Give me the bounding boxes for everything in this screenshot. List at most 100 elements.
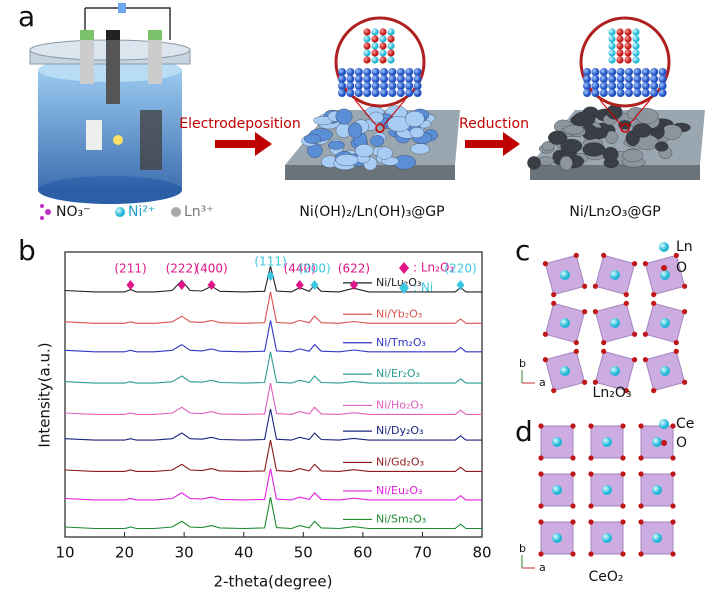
particle xyxy=(654,141,669,152)
plot-frame xyxy=(64,251,483,538)
cation xyxy=(602,533,612,543)
cation xyxy=(602,437,612,447)
atom xyxy=(608,75,617,83)
atom xyxy=(346,82,355,90)
atom xyxy=(379,28,387,36)
atom xyxy=(658,75,667,83)
atom xyxy=(371,89,380,97)
atom xyxy=(363,42,371,50)
product-label: Ni(OH)₂/Ln(OH)₃@GP xyxy=(299,204,444,220)
atom xyxy=(632,42,640,50)
oxygen xyxy=(538,455,544,461)
atom xyxy=(608,68,617,76)
oxygen xyxy=(601,339,607,346)
peak-marker xyxy=(207,280,216,290)
x-tick-label: 70 xyxy=(413,544,432,562)
series-line xyxy=(64,468,482,501)
series-line xyxy=(64,291,482,324)
oxygen xyxy=(592,309,599,315)
oxygen xyxy=(651,387,657,394)
particles xyxy=(301,104,691,171)
legend-label: Ln xyxy=(676,239,693,255)
atom xyxy=(583,89,591,97)
cation xyxy=(602,485,612,495)
oxygen xyxy=(538,503,544,509)
atom xyxy=(591,68,600,76)
series-line xyxy=(64,351,482,384)
cation xyxy=(552,485,562,495)
cation xyxy=(560,270,570,280)
legend-label: O xyxy=(676,435,687,451)
arrow xyxy=(215,132,272,156)
atom xyxy=(379,49,387,57)
oxygen xyxy=(620,551,626,557)
atom xyxy=(338,75,346,83)
atom xyxy=(354,89,363,97)
atom xyxy=(633,89,642,97)
legend-label: Ni/Er₂O₃ xyxy=(376,367,420,380)
legend-marker xyxy=(399,262,409,274)
atom xyxy=(388,68,397,76)
cation xyxy=(610,318,620,328)
panel-letter: b xyxy=(18,234,36,267)
oxygen xyxy=(538,519,544,525)
atom xyxy=(658,82,667,90)
oxygen xyxy=(601,252,607,259)
atom xyxy=(371,49,379,57)
atom xyxy=(396,82,405,90)
legend-marker xyxy=(661,440,667,446)
atom xyxy=(379,56,387,64)
atom xyxy=(379,35,387,43)
particle xyxy=(661,124,683,140)
atom xyxy=(371,42,379,50)
product-label: Ni/Ln₂O₃@GP xyxy=(569,204,660,220)
atom xyxy=(405,82,414,90)
series-line xyxy=(64,382,482,415)
atom xyxy=(608,42,616,50)
cation xyxy=(552,533,562,543)
panel-letter: a xyxy=(18,0,35,33)
atom xyxy=(387,28,395,36)
particle xyxy=(632,123,652,138)
legend-marker xyxy=(659,419,669,429)
atom xyxy=(616,89,625,97)
x-tick-label: 60 xyxy=(353,544,372,562)
oxygen xyxy=(623,291,629,298)
oxygen xyxy=(670,503,676,509)
atom xyxy=(624,49,632,57)
y-axis-label: Intensity(a.u.) xyxy=(36,342,54,447)
atom xyxy=(632,49,640,57)
atom xyxy=(624,56,632,64)
panel-letter: d xyxy=(515,415,533,448)
oxygen xyxy=(638,503,644,509)
particle xyxy=(635,108,659,125)
particle xyxy=(348,122,363,139)
oxygen xyxy=(631,261,638,267)
oxygen xyxy=(570,423,576,429)
atom xyxy=(363,68,372,76)
atom xyxy=(363,82,372,90)
legend-label: Ni/Eu₂O₃ xyxy=(376,484,422,497)
oxygen xyxy=(573,339,579,346)
oxygen xyxy=(588,519,594,525)
atom xyxy=(363,75,372,83)
atom xyxy=(583,68,591,76)
atom xyxy=(354,68,363,76)
atom-lattice xyxy=(338,28,667,97)
legend-label: : Ln₂O₃ xyxy=(413,261,454,275)
atom xyxy=(379,42,387,50)
oxygen xyxy=(670,423,676,429)
atom xyxy=(387,49,395,57)
ion-label: Ni²⁺ xyxy=(128,204,155,220)
atom xyxy=(396,75,405,83)
atom xyxy=(641,82,650,90)
ion-label: NO₃⁻ xyxy=(56,204,91,220)
legend-label: Ni/Tm₂O₃ xyxy=(376,336,426,349)
oxygen xyxy=(642,357,649,363)
oxygen xyxy=(588,503,594,509)
atom xyxy=(633,82,642,90)
atom xyxy=(380,89,388,97)
particle xyxy=(335,108,353,125)
atom xyxy=(625,82,633,90)
